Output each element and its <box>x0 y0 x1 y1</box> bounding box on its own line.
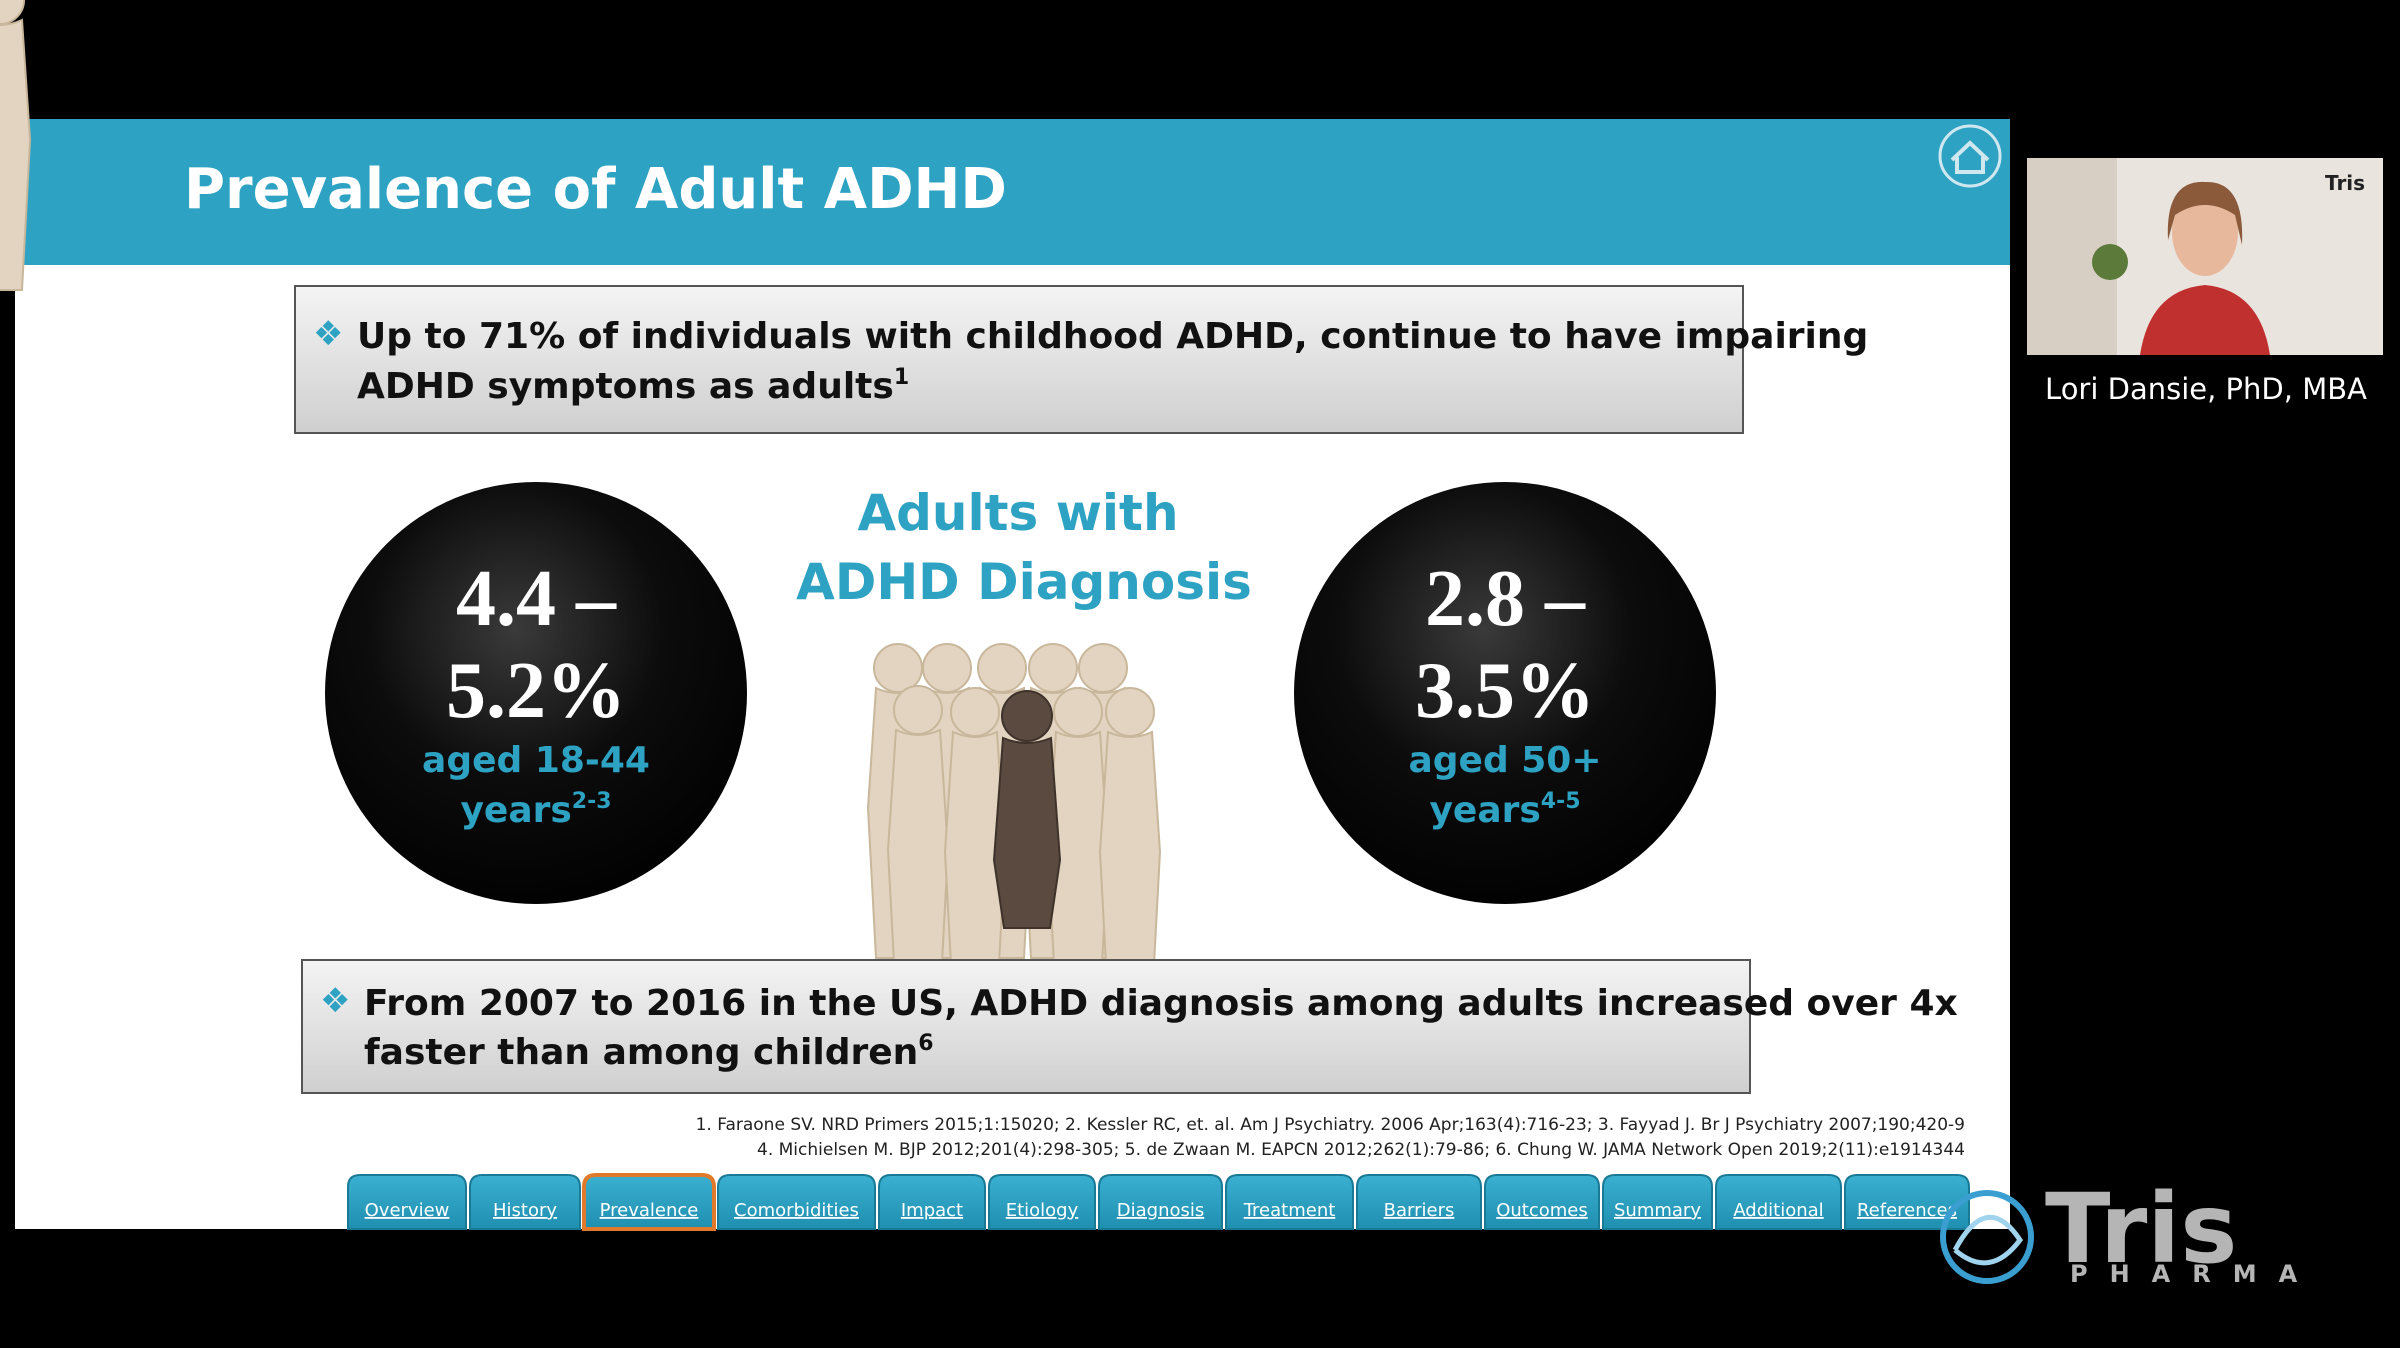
presenter-name: Lori Dansie, PhD, MBA <box>2045 372 2367 406</box>
people-illustration <box>0 0 1161 1003</box>
reference: 4. Michielsen M. BJP 2012;201(4):298-305… <box>757 1140 1965 1160</box>
tab-label[interactable]: Comorbidities <box>734 1200 859 1221</box>
text: years <box>1429 790 1540 831</box>
slide-title: Prevalence of Adult ADHD <box>184 157 1007 222</box>
superscript: 1 <box>894 365 909 390</box>
stat-circle <box>325 482 747 904</box>
brand-logo: Tris PHARMA <box>1940 1173 2319 1288</box>
slide-header <box>15 119 2010 265</box>
stat-label: years2-3 <box>460 789 611 831</box>
home-button[interactable] <box>1938 124 2002 188</box>
tab[interactable] <box>469 1174 581 1230</box>
tab[interactable] <box>717 1174 876 1230</box>
tab[interactable] <box>582 1173 716 1231</box>
text: ADHD symptoms as adults <box>357 366 894 407</box>
superscript: 4-5 <box>1541 789 1581 814</box>
center-heading: Adults with <box>857 484 1178 542</box>
callout-box <box>301 959 1751 1094</box>
tab[interactable] <box>1602 1174 1713 1230</box>
plant <box>2092 244 2128 280</box>
bullet: ❖ <box>313 314 343 354</box>
center-heading: ADHD Diagnosis <box>796 553 1252 611</box>
stat-value: 3.5% <box>1415 647 1595 735</box>
text: faster than among children <box>364 1032 918 1073</box>
tab-label[interactable]: Overview <box>365 1200 450 1221</box>
tab[interactable] <box>1484 1174 1600 1230</box>
stat-label: aged 18-44 <box>422 740 650 781</box>
tab-label[interactable]: History <box>493 1200 557 1221</box>
stat-value: 5.2% <box>446 647 626 735</box>
callout-text: From 2007 to 2016 in the US, ADHD diagno… <box>364 983 1958 1024</box>
tab[interactable] <box>988 1174 1096 1230</box>
logo-subtext: PHARMA <box>2070 1260 2319 1288</box>
tab[interactable] <box>1715 1174 1842 1230</box>
tab-label[interactable]: References <box>1857 1200 1957 1221</box>
tab-label[interactable]: Summary <box>1614 1200 1701 1221</box>
tab[interactable] <box>1356 1174 1482 1230</box>
tab[interactable] <box>347 1174 467 1230</box>
stat-value: 2.8 – <box>1425 555 1586 643</box>
tab[interactable] <box>1098 1174 1223 1230</box>
tab[interactable] <box>878 1174 986 1230</box>
presenter-body <box>2140 285 2270 355</box>
tab[interactable] <box>1225 1174 1354 1230</box>
tab-label[interactable]: Impact <box>901 1200 963 1221</box>
text: years <box>460 790 571 831</box>
callout-box <box>294 285 1744 434</box>
superscript: 2-3 <box>572 789 612 814</box>
bullet: ❖ <box>320 981 350 1021</box>
superscript: 6 <box>918 1031 933 1056</box>
reference: 1. Faraone SV. NRD Primers 2015;1:15020;… <box>696 1115 1965 1135</box>
tab-bar: Overview History Prevalence Comorbidities Im… <box>347 1173 1970 1231</box>
tab-label[interactable]: Barriers <box>1384 1200 1455 1221</box>
presenter-hair <box>2167 181 2243 245</box>
tab[interactable] <box>1844 1174 1970 1230</box>
presenter-face <box>2172 188 2238 276</box>
tab-label[interactable]: Prevalence <box>600 1200 699 1221</box>
stat-circle <box>1294 482 1716 904</box>
tab-label[interactable]: Diagnosis <box>1117 1200 1205 1221</box>
callout-text: Up to 71% of individuals with childhood … <box>357 316 1868 357</box>
callout-text: faster than among children6 <box>364 1031 934 1073</box>
logo-text: Tris <box>2045 1173 2237 1285</box>
webcam-logo: Tris <box>2325 171 2365 195</box>
stat-value: 4.4 – <box>456 555 617 643</box>
tab-label[interactable]: Etiology <box>1006 1200 1079 1221</box>
stat-label: years4-5 <box>1429 789 1580 831</box>
tab-label[interactable]: Outcomes <box>1496 1200 1588 1221</box>
tab-label[interactable]: Additional <box>1733 1200 1823 1221</box>
callout-text: ADHD symptoms as adults1 <box>357 365 909 407</box>
tab-label[interactable]: Treatment <box>1243 1200 1336 1221</box>
stat-label: aged 50+ <box>1408 740 1601 781</box>
